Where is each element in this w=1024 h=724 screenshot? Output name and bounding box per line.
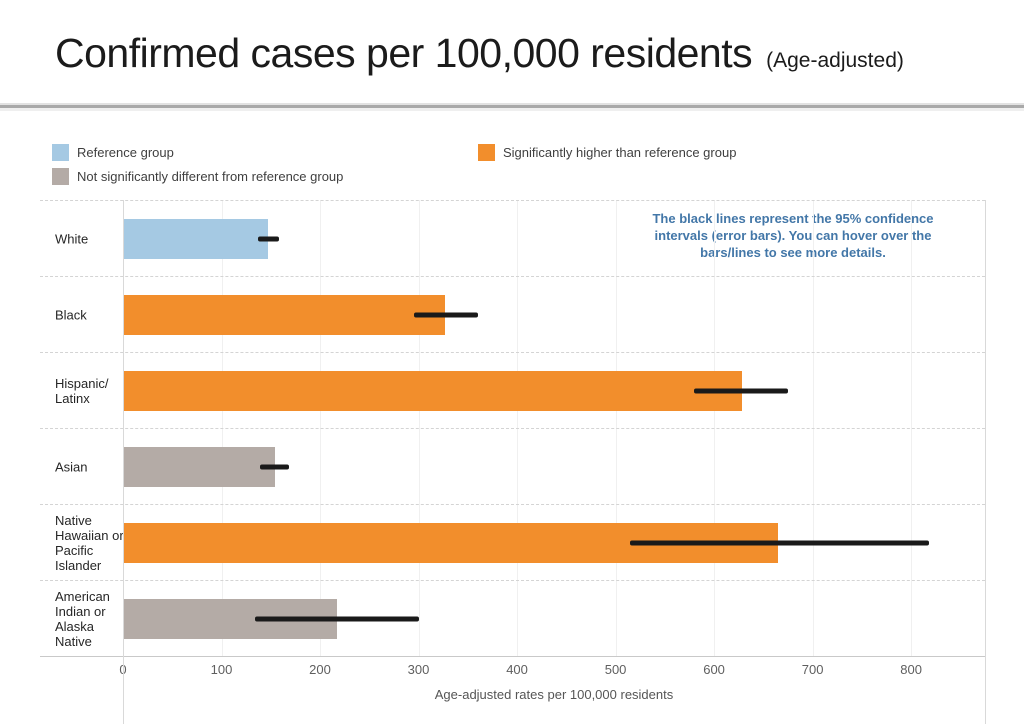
error-bar[interactable] (255, 616, 419, 621)
error-bar[interactable] (259, 464, 290, 469)
category-row: Asian (40, 428, 985, 504)
reference-swatch-icon (52, 144, 69, 161)
x-tick-label: 700 (801, 662, 824, 677)
bar-not_significant[interactable] (123, 446, 275, 487)
error-bar[interactable] (257, 236, 279, 241)
category-label: Black (55, 307, 87, 322)
not-significant-swatch-icon (52, 168, 69, 185)
x-axis-line (40, 656, 985, 657)
legend-label: Significantly higher than reference grou… (503, 145, 737, 160)
category-label: American Indian or Alaska Native (55, 588, 110, 649)
plot-band (123, 581, 985, 656)
x-axis-label: Age-adjusted rates per 100,000 residents (434, 687, 674, 702)
page-title: Confirmed cases per 100,000 residents (Ag… (55, 30, 904, 77)
legend-label: Not significantly different from referen… (77, 169, 344, 184)
category-label: Hispanic/ Latinx (55, 375, 109, 406)
header-divider (0, 103, 1024, 111)
x-tick-label: 800 (900, 662, 922, 677)
x-tick-label: 500 (604, 662, 627, 677)
bar-chart: White Black Hispanic/ Latinx Asian Native Ha… (0, 200, 1024, 702)
category-label: White (55, 231, 89, 246)
plot-right-border (985, 200, 986, 724)
plot-band (123, 505, 985, 580)
x-axis-ticks: 0100200300400500600700800 (119, 662, 985, 678)
plot-band (123, 429, 985, 504)
error-bar[interactable] (413, 312, 478, 317)
plot-band (123, 277, 985, 352)
x-tick-label: 400 (506, 662, 528, 677)
plot-band (123, 353, 985, 428)
chart-title: Confirmed cases per 100,000 residents (55, 30, 753, 76)
chart-subtitle: (Age-adjusted) (766, 49, 904, 72)
x-tick-label: 600 (703, 662, 725, 677)
category-row: Native Hawaiian or Pacific Islander (40, 504, 985, 580)
error-bar[interactable] (694, 388, 788, 393)
higher-swatch-icon (478, 144, 495, 161)
bar-higher[interactable] (123, 294, 446, 335)
bar-higher[interactable] (123, 370, 742, 411)
legend-item-not-significant[interactable]: Not significantly different from referen… (52, 168, 343, 185)
bar-reference[interactable] (123, 218, 268, 259)
y-axis-line (123, 200, 124, 724)
chart-rows: White Black Hispanic/ Latinx Asian Native Ha… (0, 200, 1024, 656)
confidence-interval-note: The black lines represent the 95% confid… (652, 211, 934, 260)
x-tick-label: 300 (407, 662, 430, 677)
x-tick-label: 200 (309, 662, 331, 677)
plot-band (123, 201, 985, 276)
legend-label: Reference group (77, 145, 174, 160)
category-row: White (40, 200, 985, 276)
category-row: American Indian or Alaska Native (40, 580, 985, 656)
category-label: Native Hawaiian or Pacific Islander (55, 512, 124, 573)
error-bar[interactable] (630, 540, 929, 545)
category-row: Black (40, 276, 985, 352)
legend-item-significantly-higher[interactable]: Significantly higher than reference grou… (478, 144, 736, 161)
category-row: Hispanic/ Latinx (40, 352, 985, 428)
x-tick-label: 100 (210, 662, 233, 677)
category-label: Asian (55, 459, 88, 474)
legend-item-reference[interactable]: Reference group (52, 144, 174, 161)
